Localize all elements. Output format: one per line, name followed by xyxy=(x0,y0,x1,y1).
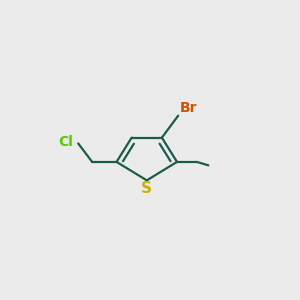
Text: Br: Br xyxy=(179,101,197,115)
Text: S: S xyxy=(141,181,152,196)
Text: Cl: Cl xyxy=(59,135,74,149)
